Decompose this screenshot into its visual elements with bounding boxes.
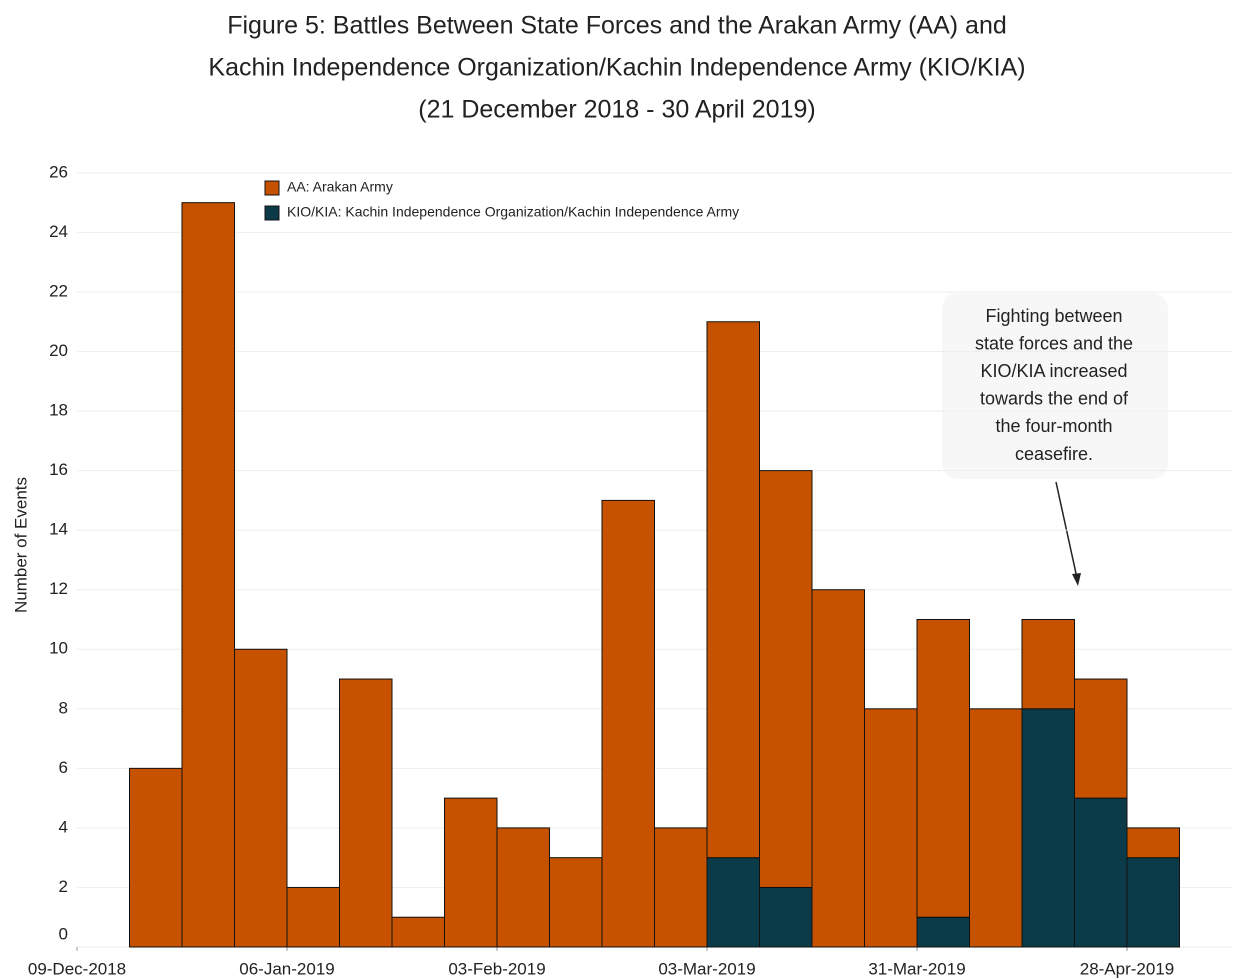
bar bbox=[706, 857, 760, 948]
bar bbox=[654, 827, 708, 948]
y-axis-label: Number of Events bbox=[11, 477, 30, 613]
bar bbox=[1074, 797, 1128, 948]
bar bbox=[864, 708, 918, 948]
legend-label: KIO/KIA: Kachin Independence Organizatio… bbox=[287, 204, 739, 220]
y-tick-label: 6 bbox=[59, 758, 68, 777]
bar bbox=[811, 589, 865, 948]
bar bbox=[234, 648, 288, 948]
legend-swatch bbox=[264, 180, 280, 196]
bar bbox=[601, 499, 655, 948]
bar bbox=[969, 708, 1023, 948]
bar bbox=[1021, 618, 1075, 710]
y-tick-label: 24 bbox=[49, 222, 68, 241]
bar bbox=[391, 916, 445, 948]
y-tick-label: 14 bbox=[49, 520, 68, 539]
bar bbox=[181, 202, 235, 948]
bar bbox=[1074, 678, 1128, 799]
bar bbox=[706, 321, 760, 859]
bar bbox=[286, 886, 340, 948]
annotation-text: state forces and the bbox=[975, 333, 1133, 353]
chart-title: Kachin Independence Organization/Kachin … bbox=[208, 54, 1025, 82]
bar bbox=[339, 678, 393, 948]
bar bbox=[549, 857, 603, 948]
bar bbox=[1021, 708, 1075, 948]
y-tick-label: 18 bbox=[49, 401, 68, 420]
x-tick-label: 03-Mar-2019 bbox=[658, 959, 755, 978]
arrow-head bbox=[1072, 573, 1081, 586]
annotation-text: ceasefire. bbox=[1015, 444, 1093, 464]
legend-swatch bbox=[264, 205, 280, 221]
chart-title: (21 December 2018 - 30 April 2019) bbox=[418, 96, 815, 124]
y-tick-label: 20 bbox=[49, 341, 68, 360]
annotation-text: Fighting between bbox=[985, 306, 1122, 326]
x-tick-label: 06-Jan-2019 bbox=[239, 959, 334, 978]
bar bbox=[129, 767, 183, 948]
bar bbox=[916, 618, 970, 918]
y-tick-label: 4 bbox=[59, 817, 68, 836]
y-tick-label: 8 bbox=[59, 698, 68, 717]
bar bbox=[1126, 827, 1180, 859]
annotation-text: the four-month bbox=[995, 416, 1112, 436]
annotation-text: KIO/KIA increased bbox=[980, 361, 1127, 381]
x-tick-label: 03-Feb-2019 bbox=[448, 959, 545, 978]
y-tick-label: 0 bbox=[59, 924, 68, 943]
bar bbox=[1126, 857, 1180, 948]
y-tick-label: 12 bbox=[49, 579, 68, 598]
bar bbox=[916, 916, 970, 948]
bar bbox=[759, 470, 813, 888]
bar bbox=[496, 827, 550, 948]
x-tick-label: 09-Dec-2018 bbox=[28, 959, 126, 978]
y-tick-label: 26 bbox=[49, 162, 68, 181]
legend-label: AA: Arakan Army bbox=[287, 179, 393, 195]
annotation-text: towards the end of bbox=[980, 389, 1129, 409]
x-tick-label: 28-Apr-2019 bbox=[1080, 959, 1175, 978]
chart-title: Figure 5: Battles Between State Forces a… bbox=[227, 12, 1007, 40]
annotation-box bbox=[942, 293, 1168, 479]
y-tick-label: 2 bbox=[59, 877, 68, 896]
x-tick-label: 31-Mar-2019 bbox=[868, 959, 965, 978]
y-tick-label: 22 bbox=[49, 281, 68, 300]
y-tick-label: 10 bbox=[49, 639, 68, 658]
y-tick-label: 16 bbox=[49, 460, 68, 479]
bar bbox=[444, 797, 498, 948]
bar bbox=[759, 886, 813, 948]
